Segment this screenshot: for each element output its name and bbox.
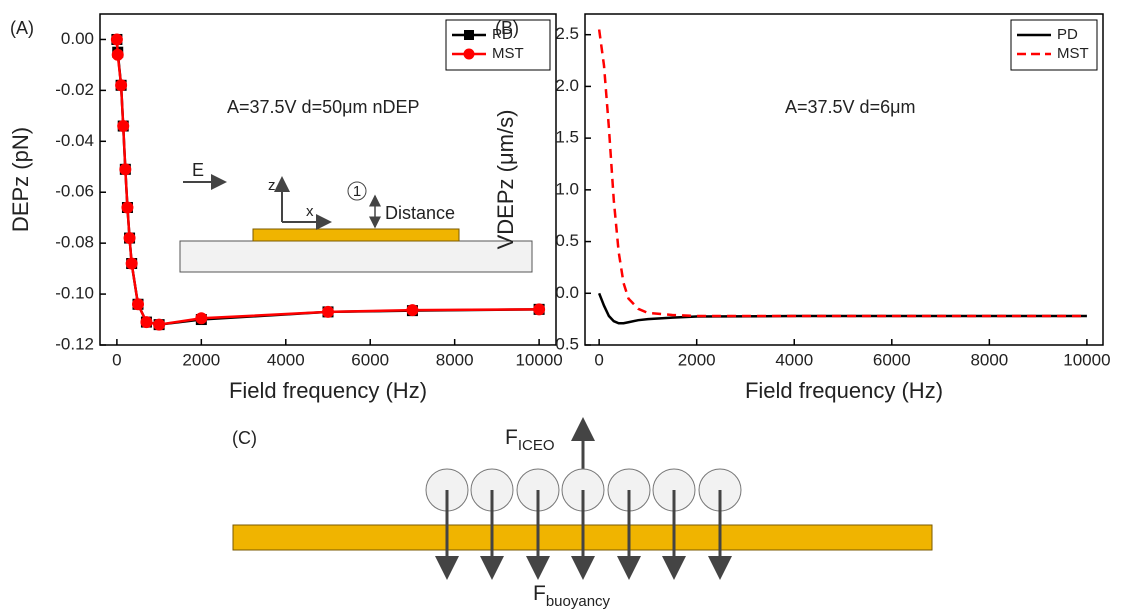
y-tick-label: -0.04 — [55, 131, 94, 150]
marker — [117, 120, 130, 133]
marker — [195, 312, 208, 325]
y-tick-label: 0.5 — [555, 231, 579, 250]
legend-marker — [464, 30, 474, 40]
marker — [132, 298, 144, 311]
marker — [121, 201, 134, 214]
x-axis-title: Field frequency (Hz) — [229, 378, 427, 403]
x-tick-label: 2000 — [678, 350, 716, 369]
legend-label: MST — [492, 45, 524, 62]
x-axis-title: Field frequency (Hz) — [745, 378, 943, 403]
symbol: F — [505, 426, 518, 449]
y-tick-label: 1.5 — [555, 128, 579, 147]
marker — [153, 318, 166, 331]
series-line — [115, 39, 540, 326]
marker — [125, 257, 138, 270]
y-tick-label: 0.00 — [61, 29, 94, 48]
panel-label: (C) — [232, 428, 257, 448]
symbol: F — [533, 582, 546, 605]
legend-label: PD — [1057, 26, 1078, 43]
x-tick-label: 0 — [112, 350, 121, 369]
plot-frame — [99, 13, 557, 346]
marker — [111, 48, 124, 61]
iceo-label: FICEO — [505, 426, 555, 454]
substrate — [179, 240, 533, 273]
y-tick-label: 2.0 — [555, 76, 579, 95]
point-circle — [347, 181, 367, 201]
x-tick-label: 8000 — [436, 350, 474, 369]
marker — [140, 316, 153, 329]
annotation: A=37.5V d=6μm — [785, 97, 915, 117]
x-tick-label: 2000 — [182, 350, 220, 369]
y-tick-label: -0.02 — [55, 80, 94, 99]
marker — [322, 305, 334, 318]
legend-box — [445, 19, 551, 71]
series-line — [597, 29, 1087, 318]
field-label: E — [192, 160, 204, 180]
y-tick-label: 2.5 — [555, 24, 579, 43]
series-line — [115, 39, 540, 326]
marker — [406, 304, 419, 317]
x-tick-label: 10000 — [515, 350, 562, 369]
x-tick-label: 4000 — [775, 350, 813, 369]
x-tick-label: 4000 — [267, 350, 305, 369]
z-label: z — [268, 177, 276, 194]
series-line — [597, 292, 1087, 325]
marker — [123, 232, 136, 245]
marker — [119, 163, 132, 176]
buoyancy-label: Fbuoyancy — [533, 582, 611, 610]
x-tick-label: 6000 — [351, 350, 389, 369]
x-label: x — [306, 203, 314, 220]
y-tick-label: -0.06 — [55, 182, 94, 201]
y-tick-label: -0.08 — [55, 233, 94, 252]
diagram: (C) FICEO Fbuoyancy — [232, 417, 933, 610]
distance-label: Distance — [385, 203, 455, 223]
marker — [110, 33, 123, 46]
y-tick-label: -0.10 — [55, 284, 94, 303]
inset: E z x 1 Distance — [179, 160, 533, 273]
y-tick-label: -0.12 — [55, 334, 94, 353]
x-tick-label: 6000 — [873, 350, 911, 369]
marker — [115, 79, 128, 92]
legend-marker — [463, 48, 475, 60]
legend-box — [1010, 19, 1098, 71]
subscript: ICEO — [518, 437, 555, 454]
y-axis-title: DEPz (pN) — [8, 127, 33, 232]
x-tick-label: 10000 — [1063, 350, 1110, 369]
electrode — [252, 228, 460, 242]
legend-label: PD — [492, 26, 513, 43]
x-tick-label: 8000 — [970, 350, 1008, 369]
y-tick-label: 1.0 — [555, 179, 579, 198]
y-tick-label: 0.0 — [555, 283, 579, 302]
plot-frame — [584, 13, 1104, 346]
legend-label: MST — [1057, 45, 1089, 62]
annotation: A=37.5V d=50μm nDEP — [227, 97, 420, 117]
panel-label: (B) — [495, 18, 519, 38]
marker — [533, 303, 546, 316]
y-axis-title: VDEPz (μm/s) — [493, 110, 518, 250]
y-tick-label: -0.5 — [550, 334, 579, 353]
panel-label: (A) — [10, 18, 34, 38]
point-label: 1 — [353, 183, 361, 200]
subscript: buoyancy — [546, 593, 611, 610]
x-tick-label: 0 — [594, 350, 603, 369]
